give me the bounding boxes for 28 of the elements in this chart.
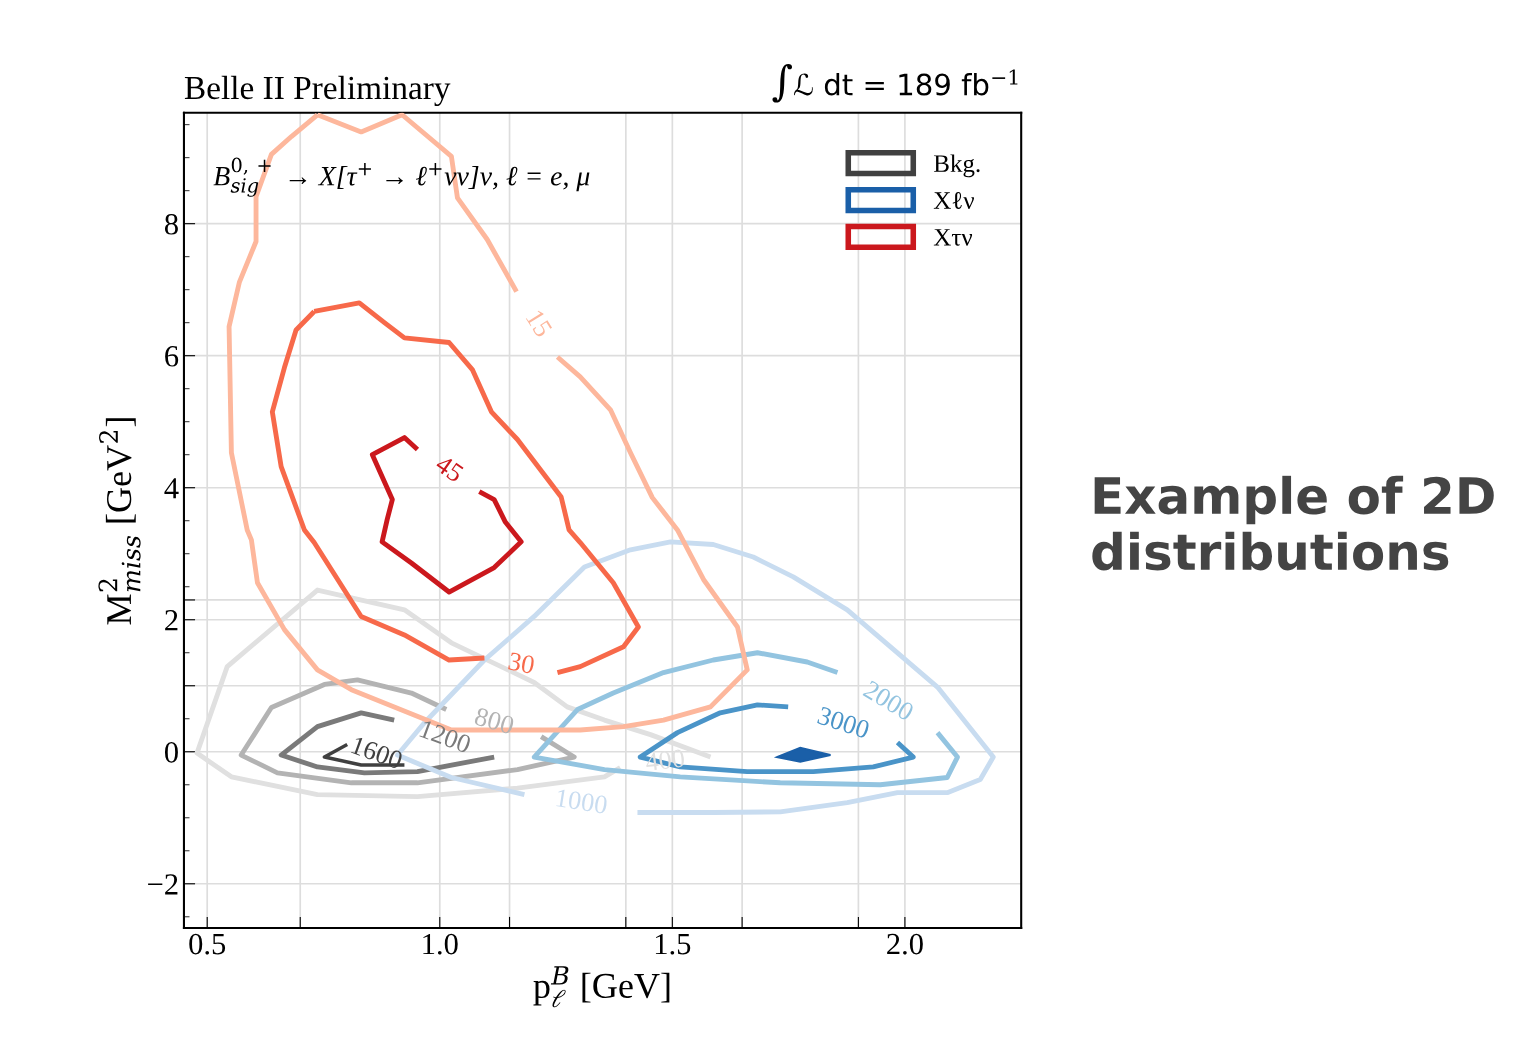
legend-label: Bkg. [933, 154, 980, 178]
line-series [369, 435, 524, 595]
legend-label: Xτν [933, 229, 973, 246]
x-tick-label: 1.0 [423, 933, 458, 955]
annotation: 400 [644, 749, 685, 772]
x-axis-title: p$^{B}$$_{ℓ}$ [GeV] [533, 966, 670, 1008]
y-tick-label: 8 [164, 213, 178, 235]
text: Example of 2D distributions [1092, 475, 1494, 571]
annotation: 15 [525, 309, 553, 339]
annotation: 1200 [419, 719, 472, 754]
annotation: 1600 [350, 736, 404, 770]
annotation: 30 [507, 651, 536, 675]
y-tick-label: 2 [165, 610, 178, 631]
chart-subtitle: ∫ℒ dt = 189 fb$^{−1}$ [772, 63, 1018, 103]
y-axis-title: M$^{2}$$_{miss}$ [GeV$^{2}$] [98, 418, 141, 625]
annotation: 800 [473, 707, 515, 735]
x-tick-label: 2.0 [887, 933, 923, 955]
y-tick-label: 4 [164, 478, 179, 499]
legend-label: Xℓν [933, 192, 975, 209]
text: B$^{0,+}$$_{sig}$ → X[τ$^{+}$ → ℓ$^{+}$νν]ν, ℓ = e, μ [213, 157, 590, 197]
x-tick-label: 0.5 [189, 933, 226, 955]
line-series [238, 677, 577, 786]
chart-title: Belle II Preliminary [184, 75, 451, 107]
y-tick-label: −2 [148, 874, 178, 895]
y-tick-label: 6 [165, 346, 179, 367]
x-tick-label: 1.5 [655, 933, 691, 955]
y-tick-label: 0 [164, 742, 178, 763]
annotation: 45 [434, 454, 465, 483]
